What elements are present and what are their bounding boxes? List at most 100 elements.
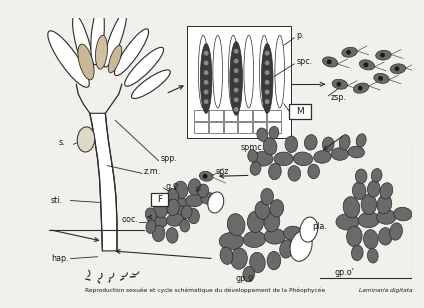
Text: spz: spz (216, 167, 229, 176)
Text: ooc.: ooc. (122, 215, 139, 225)
Ellipse shape (167, 188, 179, 203)
Ellipse shape (188, 179, 201, 195)
Ellipse shape (352, 182, 366, 200)
Ellipse shape (166, 213, 184, 226)
Ellipse shape (213, 35, 223, 108)
Ellipse shape (220, 247, 233, 264)
Bar (187, 26, 291, 138)
Ellipse shape (393, 207, 412, 221)
Circle shape (265, 99, 270, 104)
Circle shape (265, 90, 270, 95)
Ellipse shape (131, 70, 170, 99)
Circle shape (234, 68, 239, 73)
Ellipse shape (181, 205, 192, 219)
Ellipse shape (199, 171, 213, 181)
Ellipse shape (304, 135, 317, 150)
Bar (223, 110, 237, 121)
Bar (253, 122, 266, 133)
Ellipse shape (280, 240, 293, 258)
Ellipse shape (274, 152, 293, 166)
Ellipse shape (165, 201, 175, 214)
Ellipse shape (219, 233, 243, 250)
Text: spp.: spp. (161, 154, 178, 163)
Ellipse shape (284, 226, 303, 241)
Ellipse shape (300, 217, 318, 242)
Ellipse shape (377, 210, 396, 224)
Ellipse shape (290, 231, 312, 261)
Ellipse shape (108, 45, 122, 73)
Text: z.m.: z.m. (144, 167, 162, 176)
Circle shape (234, 107, 239, 112)
Ellipse shape (268, 163, 281, 180)
Text: spmc.: spmc. (241, 143, 265, 152)
Ellipse shape (78, 44, 94, 80)
Ellipse shape (322, 137, 334, 152)
Circle shape (346, 50, 351, 55)
Ellipse shape (323, 57, 338, 67)
Text: pla.: pla. (312, 222, 328, 231)
Ellipse shape (104, 12, 126, 67)
Ellipse shape (263, 138, 277, 155)
Ellipse shape (252, 152, 273, 166)
Circle shape (265, 51, 270, 56)
Circle shape (363, 63, 368, 67)
Ellipse shape (166, 228, 178, 243)
Text: sti.: sti. (51, 196, 63, 205)
Ellipse shape (247, 211, 264, 233)
Ellipse shape (186, 194, 203, 207)
Ellipse shape (360, 60, 374, 70)
Ellipse shape (355, 169, 367, 184)
Ellipse shape (230, 42, 243, 115)
Ellipse shape (371, 168, 382, 182)
Ellipse shape (269, 126, 279, 139)
Ellipse shape (342, 47, 357, 57)
Bar (151, 193, 168, 206)
Ellipse shape (259, 35, 269, 108)
Ellipse shape (146, 220, 156, 233)
Ellipse shape (73, 15, 94, 76)
Circle shape (380, 53, 385, 58)
Ellipse shape (348, 146, 365, 158)
Text: gp.o': gp.o' (335, 268, 354, 277)
Ellipse shape (167, 199, 179, 216)
Circle shape (204, 70, 209, 75)
Ellipse shape (250, 162, 261, 175)
Text: hap.: hap. (51, 254, 69, 263)
Ellipse shape (208, 192, 224, 213)
Bar (290, 103, 311, 119)
Bar (267, 110, 281, 121)
Ellipse shape (148, 215, 167, 229)
Ellipse shape (308, 164, 319, 179)
Bar (195, 122, 208, 133)
Ellipse shape (145, 208, 156, 222)
Circle shape (265, 70, 270, 75)
Bar (223, 122, 237, 133)
Ellipse shape (358, 212, 379, 228)
Ellipse shape (154, 201, 167, 218)
Ellipse shape (368, 249, 378, 263)
Circle shape (378, 76, 383, 81)
Ellipse shape (336, 213, 359, 230)
Circle shape (234, 88, 239, 92)
Ellipse shape (152, 225, 165, 242)
Ellipse shape (255, 201, 270, 219)
Circle shape (234, 59, 239, 63)
Ellipse shape (91, 7, 104, 65)
Text: F: F (157, 195, 162, 204)
Ellipse shape (264, 229, 286, 244)
Ellipse shape (48, 31, 89, 87)
Circle shape (203, 174, 208, 179)
Bar (267, 122, 281, 133)
Bar (238, 122, 252, 133)
Ellipse shape (351, 245, 363, 261)
Circle shape (204, 99, 209, 104)
Ellipse shape (188, 208, 199, 224)
Circle shape (204, 90, 209, 95)
Ellipse shape (374, 74, 389, 83)
Ellipse shape (379, 228, 392, 245)
Ellipse shape (356, 134, 366, 147)
Ellipse shape (200, 43, 212, 113)
Circle shape (265, 80, 270, 85)
Ellipse shape (264, 212, 280, 232)
Ellipse shape (95, 35, 107, 69)
